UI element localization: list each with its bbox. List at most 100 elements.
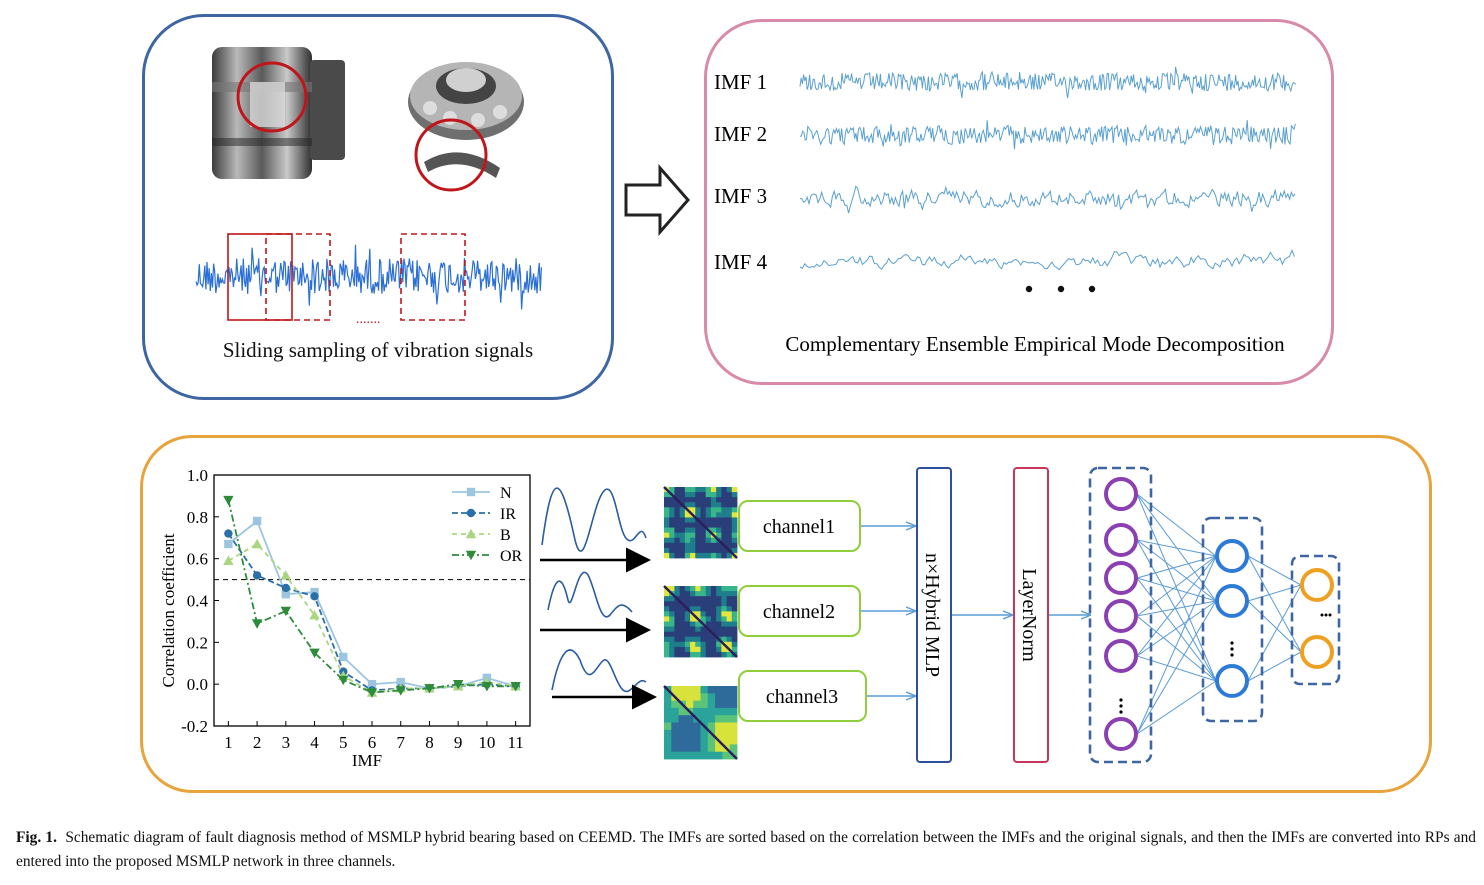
channel-to-mlp-arrows — [861, 526, 915, 696]
channel-boxes: channel1 channel2 channel3 — [738, 500, 867, 722]
x-tick-label: 7 — [396, 733, 405, 752]
x-tick-label: 9 — [454, 733, 463, 752]
x-tick-label: 11 — [507, 733, 523, 752]
input-ellipsis-dot — [1119, 704, 1123, 708]
hidden-ellipsis-dot — [1230, 647, 1234, 651]
sliding-window-1 — [227, 233, 293, 321]
data-point — [223, 555, 234, 565]
connection — [1136, 680, 1217, 735]
input-node — [1104, 717, 1138, 751]
data-point — [309, 609, 320, 620]
output-node — [1300, 568, 1334, 602]
data-point — [510, 682, 521, 692]
recurrence-plots — [663, 486, 738, 760]
legend-item-n: N — [452, 485, 512, 502]
input-layer-box — [1088, 466, 1153, 764]
data-point — [309, 648, 320, 658]
acquisition-caption: Sliding sampling of vibration signals — [223, 338, 533, 362]
x-tick-label: 3 — [282, 733, 291, 752]
hidden-ellipsis-dot — [1230, 641, 1234, 645]
y-tick-label: 0.4 — [187, 592, 209, 611]
imf-2-waveform — [799, 120, 1296, 150]
input-node — [1104, 639, 1138, 673]
imf-label-2: IMF 2 — [714, 122, 767, 146]
channel3-label: channel3 — [766, 686, 838, 708]
y-tick-label: 0.0 — [187, 675, 208, 694]
bearing-inner-race-image — [212, 47, 345, 179]
output-ellipsis-dot — [1328, 613, 1332, 617]
connection — [1247, 555, 1302, 653]
imf-1-waveform — [799, 66, 1296, 99]
recurrence-plot-2 — [663, 585, 738, 658]
y-tick-label: 0.8 — [187, 508, 208, 527]
y-tick-label: -0.2 — [181, 717, 208, 736]
data-point — [452, 679, 464, 690]
legend-label: B — [500, 527, 511, 544]
legend-label: OR — [500, 548, 523, 565]
connection — [1136, 600, 1217, 617]
hidden-node — [1215, 664, 1249, 698]
data-point — [223, 495, 234, 506]
series-line — [227, 499, 516, 694]
layernorm-block — [1013, 467, 1049, 763]
data-point — [252, 571, 262, 580]
data-point — [395, 686, 406, 696]
data-point — [252, 516, 262, 526]
data-point — [280, 606, 292, 617]
data-point — [396, 677, 405, 687]
hidden-layer-box — [1201, 516, 1264, 723]
legend-marker — [465, 550, 477, 561]
legend-label: N — [500, 485, 512, 502]
data-point — [251, 538, 263, 549]
legend-label: IR — [500, 506, 516, 523]
legend-marker — [466, 508, 476, 518]
vibration-signal-waveform — [195, 244, 542, 310]
series-line — [227, 519, 516, 690]
legend-item-b: B — [452, 527, 511, 544]
channel-subsignals — [541, 487, 647, 693]
output-node — [1300, 635, 1334, 669]
input-node — [1104, 477, 1138, 511]
data-point — [339, 652, 348, 662]
channel3-box — [738, 670, 867, 722]
data-point — [338, 675, 349, 686]
data-point — [224, 529, 233, 538]
recurrence-plot-3 — [663, 685, 738, 760]
correlation-chart: 1.0 0.8 0.6 0.4 0.2 0.0 -0.2 1 2 3 4 5 6 7 8 9 10 11 IMF Co… — [159, 466, 531, 770]
imf-label-4: IMF 4 — [714, 250, 768, 274]
input-ellipsis-dot — [1119, 698, 1123, 702]
series-or — [223, 495, 521, 698]
bearing-outer-race-image — [408, 62, 524, 192]
input-node — [1104, 561, 1138, 595]
input-node — [1104, 523, 1138, 557]
sliding-window-n — [400, 233, 466, 321]
flow-arrow-icon — [624, 164, 690, 236]
channel2-label: channel2 — [763, 601, 835, 623]
data-point — [251, 619, 263, 629]
y-tick-label: 0.6 — [187, 550, 208, 569]
sliding-window-2 — [265, 233, 331, 321]
subsignal-1-waveform — [541, 487, 647, 552]
figure-caption: Fig. 1. Schematic diagram of fault diagn… — [16, 826, 1476, 874]
data-point — [481, 682, 493, 692]
x-tick-label: 2 — [253, 733, 262, 752]
x-tick-label: 4 — [310, 733, 319, 752]
figure-caption-text: Schematic diagram of fault diagnosis met… — [16, 829, 1476, 870]
legend-item-ir: IR — [452, 506, 516, 523]
series-ir — [224, 529, 520, 695]
data-point — [424, 684, 435, 694]
data-point — [367, 679, 377, 689]
x-axis-label: IMF — [352, 751, 382, 770]
hybrid-mlp-label: n×Hybrid MLP — [921, 553, 943, 677]
channel-arrows — [540, 547, 657, 710]
channel1-box — [738, 500, 861, 552]
data-point — [280, 570, 292, 580]
imf-4-waveform — [799, 249, 1295, 271]
data-point — [281, 590, 291, 599]
series-line — [227, 542, 516, 694]
imf-label-1: IMF 1 — [714, 70, 767, 94]
hidden-ellipsis-dot — [1230, 653, 1234, 657]
y-axis-label: Correlation coefficient — [159, 533, 178, 687]
